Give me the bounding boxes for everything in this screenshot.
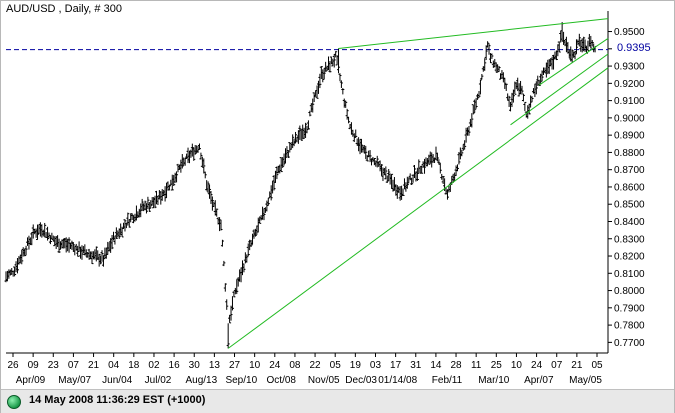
x-day-label: 31	[410, 360, 422, 371]
trendline	[338, 18, 609, 49]
x-day-label: 02	[148, 360, 160, 371]
x-day-label: 10	[249, 360, 261, 371]
chart-title: AUD/USD , Daily, # 300	[6, 3, 122, 15]
y-tick-label: 0.8500	[614, 200, 645, 211]
x-day-label: 27	[229, 360, 241, 371]
y-tick-label: 0.9000	[614, 113, 645, 124]
y-tick-label: 0.9100	[614, 96, 645, 107]
x-day-label: 24	[269, 360, 281, 371]
x-day-label: 19	[350, 360, 362, 371]
x-day-label: 13	[209, 360, 221, 371]
x-month-label: Jun/04	[102, 375, 132, 386]
trendline	[510, 53, 609, 126]
x-month-label: Nov/05	[308, 375, 340, 386]
x-day-label: 22	[310, 360, 322, 371]
x-day-label: 26	[7, 360, 19, 371]
x-month-label: Oct/08	[267, 375, 297, 386]
trendline	[538, 38, 609, 86]
x-day-label: 03	[370, 360, 382, 371]
x-month-label: Mar/10	[478, 375, 510, 386]
x-day-label: 05	[330, 360, 342, 371]
y-tick-label: 0.8600	[614, 182, 645, 193]
x-day-label: 05	[591, 360, 603, 371]
x-month-label: Feb/11	[432, 375, 463, 386]
x-month-label: Apr/09	[16, 375, 46, 386]
x-day-label: 07	[551, 360, 563, 371]
y-tick-label: 0.8300	[614, 234, 645, 245]
x-day-label: 07	[68, 360, 80, 371]
x-month-label: Aug/13	[185, 375, 217, 386]
x-day-label: 17	[390, 360, 402, 371]
x-day-label: 23	[48, 360, 60, 371]
x-day-label: 30	[189, 360, 201, 371]
y-tick-label: 0.7700	[614, 338, 645, 349]
x-day-label: 16	[169, 360, 181, 371]
x-day-label: 25	[491, 360, 503, 371]
x-month-label: Jul/02	[145, 375, 172, 386]
y-tick-label: 0.9200	[614, 79, 645, 90]
y-tick-label: 0.9500	[614, 27, 645, 38]
y-tick-label: 0.9300	[614, 62, 645, 73]
x-month-label: 01/14/08	[378, 375, 417, 386]
x-month-label: Dec/03	[345, 375, 377, 386]
x-day-label: 11	[471, 360, 482, 371]
y-tick-label: 0.8400	[614, 217, 645, 228]
y-tick-label: 0.8200	[614, 252, 645, 263]
chart-canvas: 0.7700 0.7800 0.7900 0.8000 0.8100 0.8200 0.83…	[4, 11, 645, 386]
x-month-label: Sep/10	[225, 375, 257, 386]
status-bar: 14 May 2008 11:36:29 EST (+1000)	[1, 389, 674, 413]
x-day-label: 04	[108, 360, 120, 371]
status-indicator-icon	[7, 395, 21, 409]
trendline	[227, 67, 609, 349]
y-tick-label: 0.8100	[614, 269, 645, 280]
y-tick-label: 0.7900	[614, 303, 645, 314]
x-day-label: 08	[289, 360, 301, 371]
x-day-label: 28	[450, 360, 462, 371]
x-day-label: 10	[511, 360, 523, 371]
x-day-label: 18	[128, 360, 140, 371]
y-tick-label: 0.8800	[614, 148, 645, 159]
x-day-label: 21	[88, 360, 100, 371]
x-day-label: 14	[430, 360, 442, 371]
y-tick-label: 0.8000	[614, 286, 645, 297]
y-tick-label: 0.7800	[614, 321, 645, 332]
x-day-label: 09	[28, 360, 40, 371]
x-month-label: May/05	[569, 375, 602, 386]
x-day-label: 21	[571, 360, 583, 371]
y-tick-label: 0.8700	[614, 165, 645, 176]
status-timestamp: 14 May 2008 11:36:29 EST (+1000)	[29, 394, 206, 406]
x-day-label: 24	[531, 360, 543, 371]
y-tick-label: 0.8900	[614, 131, 645, 142]
x-month-label: Apr/07	[524, 375, 554, 386]
x-month-label: May/07	[58, 375, 91, 386]
current-price-label: 0.9395	[614, 42, 654, 55]
